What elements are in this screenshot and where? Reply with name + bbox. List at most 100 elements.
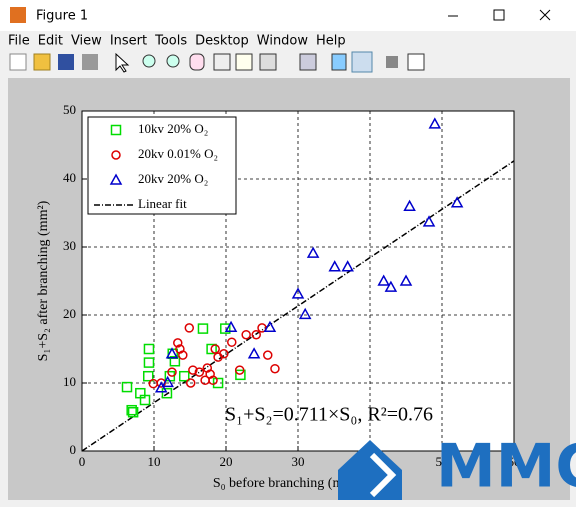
legend-box bbox=[87, 116, 237, 215]
y-tick-label: 10 bbox=[63, 374, 76, 389]
point bbox=[206, 343, 217, 355]
point bbox=[220, 323, 231, 334]
tool-icon[interactable] bbox=[259, 53, 277, 71]
tool-icon[interactable] bbox=[386, 56, 398, 68]
point bbox=[251, 329, 261, 340]
menu-item[interactable]: Insert bbox=[110, 34, 147, 49]
point bbox=[263, 320, 277, 332]
y-tick-label: 30 bbox=[63, 238, 76, 253]
point bbox=[208, 375, 218, 386]
axes-box bbox=[81, 110, 515, 452]
logo-arrow bbox=[369, 452, 397, 498]
tool-icon[interactable] bbox=[331, 53, 347, 71]
annotation: S₁+S₂=0.711×S₀, R²=0.76 bbox=[225, 404, 433, 426]
x-tick-label: 30 bbox=[292, 454, 305, 469]
point bbox=[143, 343, 155, 355]
point bbox=[403, 199, 416, 211]
x-tick-label: 50 bbox=[436, 454, 449, 469]
maximize-button[interactable] bbox=[493, 9, 505, 21]
legend-marker bbox=[110, 124, 122, 136]
point bbox=[184, 323, 195, 333]
tool-icon[interactable] bbox=[351, 51, 373, 73]
tool-icon[interactable] bbox=[407, 53, 425, 71]
y-axis-label: S₁+S₂ after branching (mm²) bbox=[36, 200, 51, 361]
watermark: MMC bbox=[436, 432, 576, 502]
legend-label: 20kv 0.01% O₂ bbox=[138, 146, 218, 161]
point bbox=[139, 394, 151, 406]
point bbox=[235, 369, 246, 381]
point bbox=[178, 350, 188, 360]
menu-item[interactable]: Help bbox=[316, 34, 346, 49]
point bbox=[270, 363, 280, 374]
point bbox=[165, 347, 179, 359]
title-bar bbox=[0, 0, 576, 31]
close-button[interactable] bbox=[539, 9, 551, 21]
point bbox=[178, 370, 190, 382]
point bbox=[341, 260, 354, 272]
point bbox=[188, 365, 198, 375]
tool-icon[interactable] bbox=[142, 54, 156, 68]
window-title: Figure 1 bbox=[36, 9, 88, 24]
tool-icon[interactable] bbox=[115, 52, 130, 73]
point bbox=[212, 377, 224, 389]
menu-item[interactable]: File bbox=[8, 34, 30, 49]
x-tick-label: 60 bbox=[508, 454, 521, 469]
point bbox=[247, 347, 261, 359]
menu-item[interactable]: Window bbox=[257, 34, 309, 49]
point bbox=[210, 344, 220, 354]
x-tick-label: 0 bbox=[79, 454, 86, 469]
point bbox=[173, 338, 183, 348]
legend-label: 20kv 20% O₂ bbox=[138, 171, 208, 186]
tool-icon[interactable] bbox=[166, 54, 180, 68]
menu-item[interactable]: View bbox=[71, 34, 102, 49]
point bbox=[194, 367, 205, 377]
point bbox=[219, 349, 229, 359]
point bbox=[167, 367, 177, 377]
legend-marker bbox=[111, 150, 121, 160]
point bbox=[377, 274, 390, 286]
menu-item[interactable]: Edit bbox=[38, 34, 63, 49]
point bbox=[384, 280, 398, 292]
tool-icon[interactable] bbox=[299, 53, 317, 71]
point bbox=[291, 287, 305, 299]
x-tick-label: 20 bbox=[220, 454, 233, 469]
tool-icon[interactable] bbox=[9, 53, 27, 71]
tool-icon[interactable] bbox=[82, 54, 98, 70]
x-axis-label: S₀ before branching (mm²) bbox=[213, 476, 364, 491]
toolbar bbox=[9, 51, 425, 73]
point bbox=[399, 274, 413, 286]
point bbox=[234, 365, 245, 375]
point bbox=[185, 378, 196, 388]
point bbox=[169, 355, 181, 367]
point bbox=[328, 260, 341, 272]
menu-item[interactable]: Desktop bbox=[195, 34, 249, 49]
tool-icon[interactable] bbox=[213, 53, 231, 71]
point bbox=[121, 381, 133, 393]
y-tick-label: 0 bbox=[70, 442, 77, 457]
fit-line bbox=[81, 160, 515, 452]
tool-icon[interactable] bbox=[189, 53, 205, 71]
point bbox=[161, 387, 173, 399]
x-tick-label: 10 bbox=[148, 454, 161, 469]
point bbox=[224, 320, 238, 332]
point bbox=[197, 323, 209, 334]
tool-icon[interactable] bbox=[58, 54, 74, 70]
tool-icon[interactable] bbox=[235, 53, 253, 71]
point bbox=[241, 329, 251, 340]
app-icon bbox=[10, 7, 26, 23]
point bbox=[263, 350, 273, 360]
tool-icon[interactable] bbox=[33, 53, 51, 71]
point bbox=[428, 117, 442, 129]
point bbox=[142, 370, 154, 382]
legend-label: Linear fit bbox=[138, 196, 187, 211]
menu-item[interactable]: Tools bbox=[154, 34, 187, 49]
point bbox=[227, 337, 237, 347]
point bbox=[422, 215, 436, 227]
point bbox=[154, 381, 168, 393]
point bbox=[126, 404, 137, 416]
y-tick-label: 50 bbox=[63, 102, 76, 117]
point bbox=[298, 307, 312, 320]
point bbox=[306, 246, 320, 258]
point bbox=[450, 196, 464, 208]
